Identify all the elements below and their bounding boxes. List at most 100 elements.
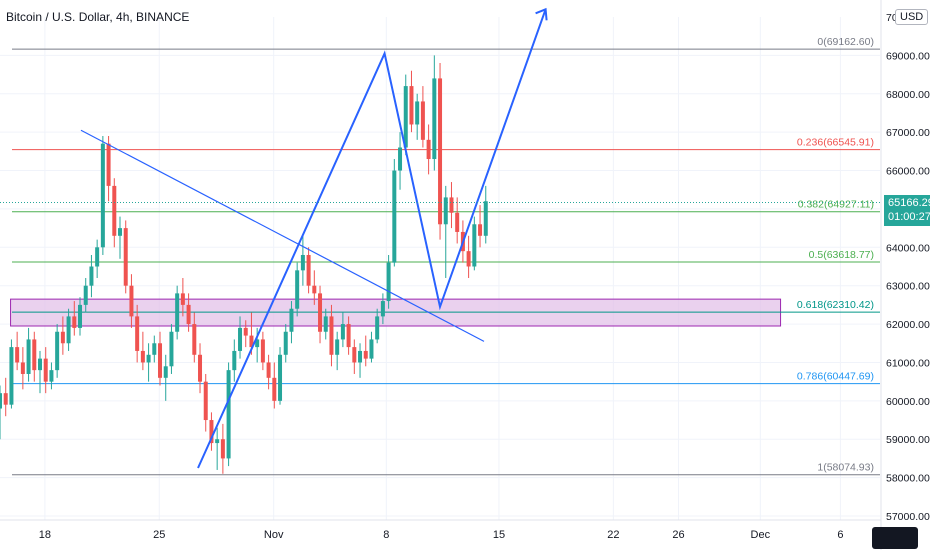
candle-body [369,339,374,359]
candle-body [483,201,488,236]
drawing-tools[interactable] [80,7,548,469]
candle-body [443,197,448,225]
time-tick-label: Dec [751,529,771,541]
candle-body [43,358,48,382]
candle-body [323,316,328,332]
candle-body [232,350,237,371]
currency-badge[interactable]: USD [895,9,929,25]
candle-body [363,350,368,359]
candle-body [249,335,254,348]
time-tick-label: 22 [607,529,619,541]
candle-body [0,393,2,409]
candle-body [426,139,431,160]
candle-body [380,301,385,317]
candle-body [83,285,88,305]
price-tick-label: 70 [886,12,898,24]
candle-body [420,101,425,140]
tradingview-logo[interactable] [872,527,918,549]
candle-body [243,327,248,336]
candle-body [72,316,77,328]
arrow-head [535,7,548,21]
fib-level-label: 0.5(63618.77) [809,249,874,261]
candle-body [186,304,191,325]
fib-level-label: 0.382(64927.11) [798,199,874,211]
price-tick-label: 61000.00 [886,357,930,369]
candle-body [392,170,397,263]
candle-body [49,370,54,382]
price-tick-label: 57000.00 [886,511,930,523]
candle-body [226,370,231,459]
candle-body [432,78,437,160]
price-tick-label: 69000.00 [886,50,930,62]
candle-body [266,362,271,378]
candle-body [260,339,265,363]
time-tick-label: 6 [837,529,843,541]
time-tick-label: Nov [264,529,284,541]
candle-body [335,339,340,355]
fib-level-label: 0.618(62310.42) [797,299,874,311]
price-tick-label: 67000.00 [886,127,930,139]
candle-body [78,304,83,328]
candle-body [346,324,351,348]
candle-body [140,350,145,363]
candle-body [20,362,25,374]
candle-body [158,343,163,378]
candle-body [318,293,323,332]
candle-body [449,197,454,213]
candle-body [455,212,460,232]
candle-body [152,343,157,355]
candle-body [472,224,477,267]
candle-body [163,366,168,378]
candle-body [129,285,134,317]
candle-body [55,331,60,371]
current-price-value: 65166.29 [888,197,932,209]
symbol-title: Bitcoin / U.S. Dollar, 4h, BINANCE [6,10,190,24]
candle-body [278,354,283,401]
price-tick-label: 64000.00 [886,242,930,254]
candlestick-series[interactable] [0,55,488,474]
candle-body [438,78,443,225]
candle-body [272,377,277,401]
candle-body [95,247,100,267]
candle-body [89,266,94,286]
price-tick-label: 68000.00 [886,89,930,101]
candle-body [340,324,345,340]
time-tick-label: 18 [39,529,51,541]
candle-body [3,393,8,405]
fibonacci-levels[interactable]: 0(69162.60) 0.236(66545.91) 0.382(64927.11… [12,36,880,476]
price-tick-label: 66000.00 [886,166,930,178]
candle-body [123,228,128,286]
time-tick-label: 8 [383,529,389,541]
current-price-tag: 65166.29 01:00:27 [884,195,932,226]
candle-body [15,347,20,363]
time-tick-label: 26 [672,529,684,541]
candle-body [38,358,43,371]
candle-body [198,354,203,382]
time-axis[interactable]: 18 25 Nov 8 15 22 26 Dec 6 [39,529,844,541]
candle-body [135,316,140,351]
candle-body [238,327,243,351]
zigzag-projection [197,8,547,469]
candle-body [415,101,420,125]
candle-body [255,339,260,348]
candle-body [403,86,408,148]
candle-body [209,420,214,444]
price-tick-label: 60000.00 [886,396,930,408]
trendline [80,129,485,342]
candle-body [9,347,14,405]
currency-label: USD [900,11,924,23]
price-tick-label: 62000.00 [886,319,930,331]
grid-lines [0,17,880,520]
fib-level-label: 0(69162.60) [817,36,874,48]
candle-body [352,347,357,363]
candle-body [66,316,71,344]
candle-body [398,147,403,171]
price-axis[interactable]: 69000.0068000.0067000.0066000.0065000.00… [886,12,930,523]
price-tick-label: 59000.00 [886,434,930,446]
candle-body [100,143,105,248]
candle-body [192,324,197,355]
candle-countdown: 01:00:27 [888,211,931,223]
fib-level-label: 1(58074.93) [817,462,874,474]
candle-body [358,350,363,363]
